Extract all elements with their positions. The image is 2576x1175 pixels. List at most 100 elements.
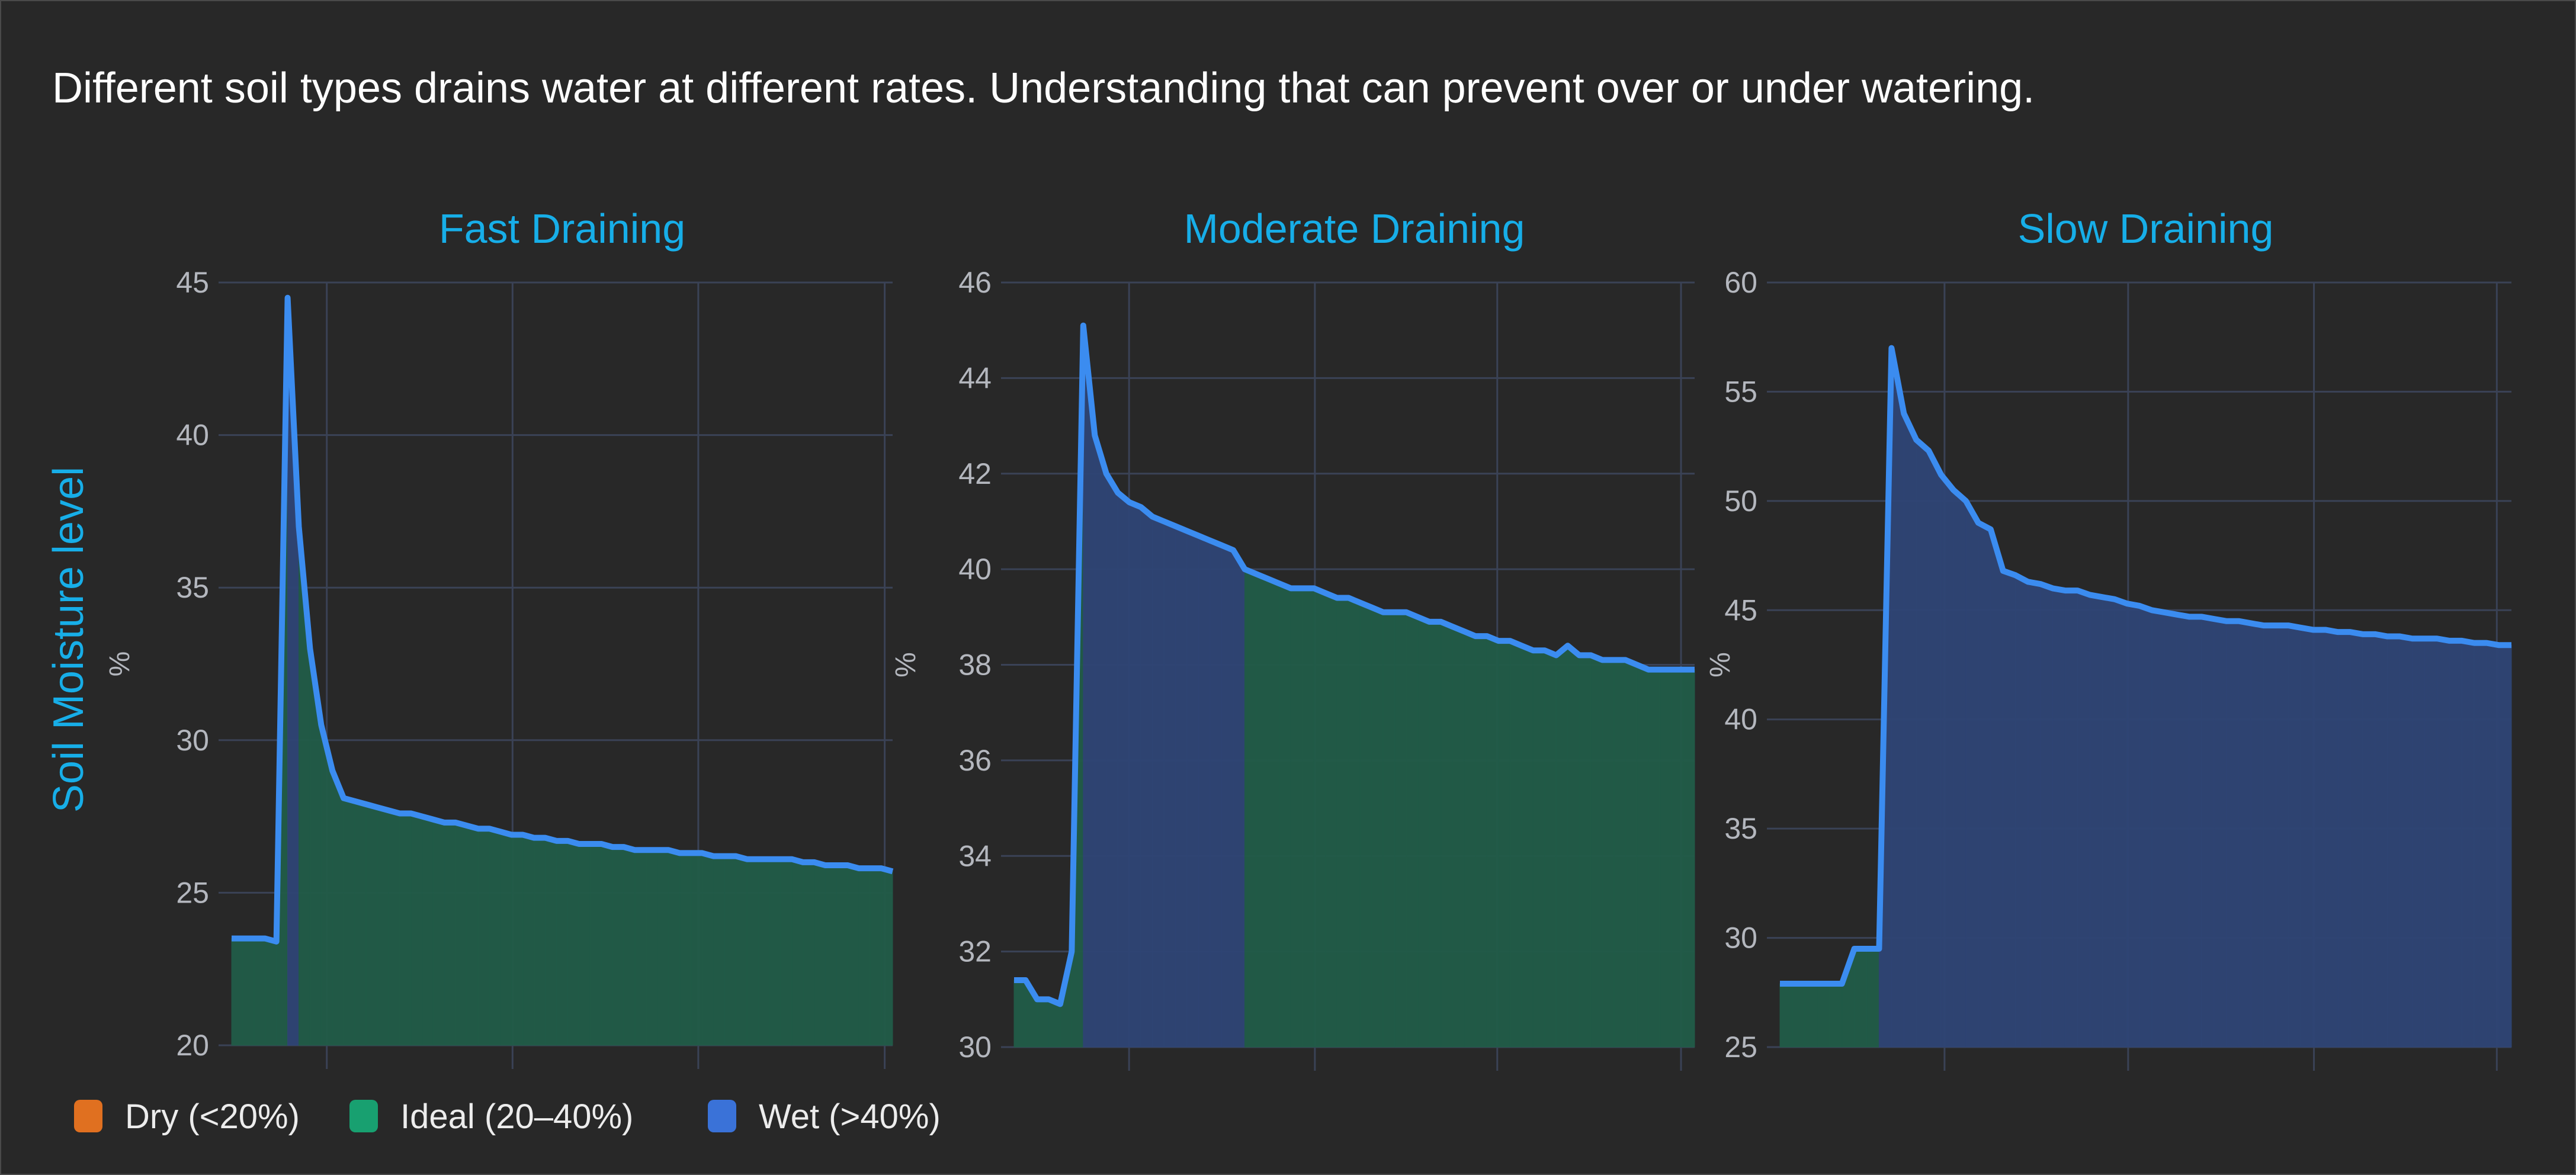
ideal-area-segment [343,798,355,1046]
wet-area-segment [2498,644,2512,1048]
ideal-area-segment [432,819,445,1046]
wet-area-segment [2300,627,2314,1048]
moisture-line [232,294,894,945]
wet-area-segment [1163,521,1176,1048]
legend: Dry (<20%) Ideal (20–40%) Wet (>40%) [74,1097,941,1136]
ideal-area-segment [511,834,524,1046]
wet-area-segment [1953,489,1967,1048]
ideal-area-segment [242,938,255,1046]
wet-area-segment [1940,474,1954,1048]
ideal-area-segment [634,849,647,1046]
ideal-area-segment [881,868,893,1046]
ideal-area-segment [1683,669,1695,1048]
ideal-area-segment [1371,606,1384,1048]
ideal-area-segment [1382,612,1396,1048]
wet-area-segment [2449,640,2462,1048]
ideal-area-segment [377,807,389,1046]
ideal-area-segment [410,813,423,1046]
wet-area-segment [2089,594,2103,1048]
ideal-area-segment [1267,578,1280,1048]
wet-area-segment [2312,629,2326,1048]
ideal-area-segment [1359,602,1372,1048]
wet-area-segment [2064,590,2078,1048]
y-tick-label: 55 [1724,375,1757,408]
ideal-area-segment [1441,621,1453,1048]
wet-area-segment [1928,450,1942,1048]
wet-area-segment [1965,499,1979,1048]
wet-area-segment [2102,596,2115,1048]
wet-area-segment [1198,535,1211,1048]
y-tick-label: 35 [176,571,209,604]
ideal-area-segment [1336,598,1349,1048]
wet-area-segment [2189,616,2202,1048]
ideal-area-segment [1817,983,1830,1048]
y-tick-label: 30 [176,724,209,757]
y-tick-label: 45 [1724,593,1757,627]
ideal-area-segment [612,846,624,1046]
subplot-title: Moderate Draining [1184,206,1525,252]
ideal-area-segment [713,856,725,1046]
ideal-area-segment [1302,588,1314,1048]
moisture-line [1780,345,2511,987]
y-unit-label: % [104,651,136,677]
ideal-area-segment [567,840,579,1046]
y-tick-label: 50 [1724,484,1757,518]
y-unit-label: % [890,652,922,678]
wet-area-segment [1990,529,2004,1048]
ideal-area-segment [1555,645,1568,1048]
ideal-area-segment [679,852,692,1046]
ideal-area-segment [522,834,535,1046]
ideal-area-segment [1590,654,1603,1048]
ideal-area-segment [1792,983,1805,1048]
ideal-area-segment [1290,588,1303,1048]
ideal-area-segment [489,828,501,1046]
wet-area-segment [2028,581,2041,1048]
y-tick-label: 35 [1724,812,1757,845]
legend-swatch [349,1100,378,1132]
wet-area-segment [2350,631,2363,1048]
ideal-area-segment [1452,626,1465,1048]
ideal-area-segment [1406,611,1419,1048]
ideal-area-segment [388,810,400,1046]
wet-area-segment [2201,616,2215,1048]
ideal-area-segment [265,938,277,1046]
wet-area-segment [1891,348,1904,1048]
y-tick-label: 42 [958,457,992,490]
ideal-area-segment [1313,588,1326,1048]
legend-swatch [708,1100,736,1132]
ideal-area-segment [1256,573,1268,1048]
y-tick-label: 36 [958,744,992,777]
wet-area-segment [2114,599,2128,1048]
wet-area-segment [1186,530,1199,1048]
ideal-area-segment [780,859,793,1046]
wet-area-segment [2126,603,2140,1048]
wet-area-segment [2337,631,2351,1048]
ideal-area-segment [657,849,669,1046]
ideal-area-segment [1602,659,1615,1048]
ideal-area-segment [836,865,848,1046]
ideal-area-segment [668,849,681,1046]
y-tick-label: 40 [176,419,209,452]
y-tick-label: 32 [958,935,992,968]
ideal-area-segment [858,868,871,1046]
ideal-area-segment [735,855,748,1046]
wet-area-segment [1175,525,1188,1048]
wet-area-segment [2387,636,2401,1048]
wet-area-segment [2139,605,2152,1048]
wet-area-segment [2375,634,2388,1048]
ideal-area-segment [254,938,266,1046]
ideal-area-segment [1579,654,1592,1048]
ideal-area-segment [701,852,714,1046]
wet-area-segment [1978,522,1991,1048]
y-tick-label: 30 [958,1030,992,1064]
moisture-line [1014,322,1695,1007]
ideal-area-segment [1544,650,1557,1048]
ideal-area-segment [1532,650,1545,1048]
ideal-area-segment [589,843,602,1046]
ideal-area-segment [455,822,467,1046]
subplot-title: Slow Draining [2018,206,2274,252]
ideal-area-segment [1429,621,1442,1048]
ideal-area-segment [724,856,736,1046]
wet-area-segment [2003,570,2016,1048]
